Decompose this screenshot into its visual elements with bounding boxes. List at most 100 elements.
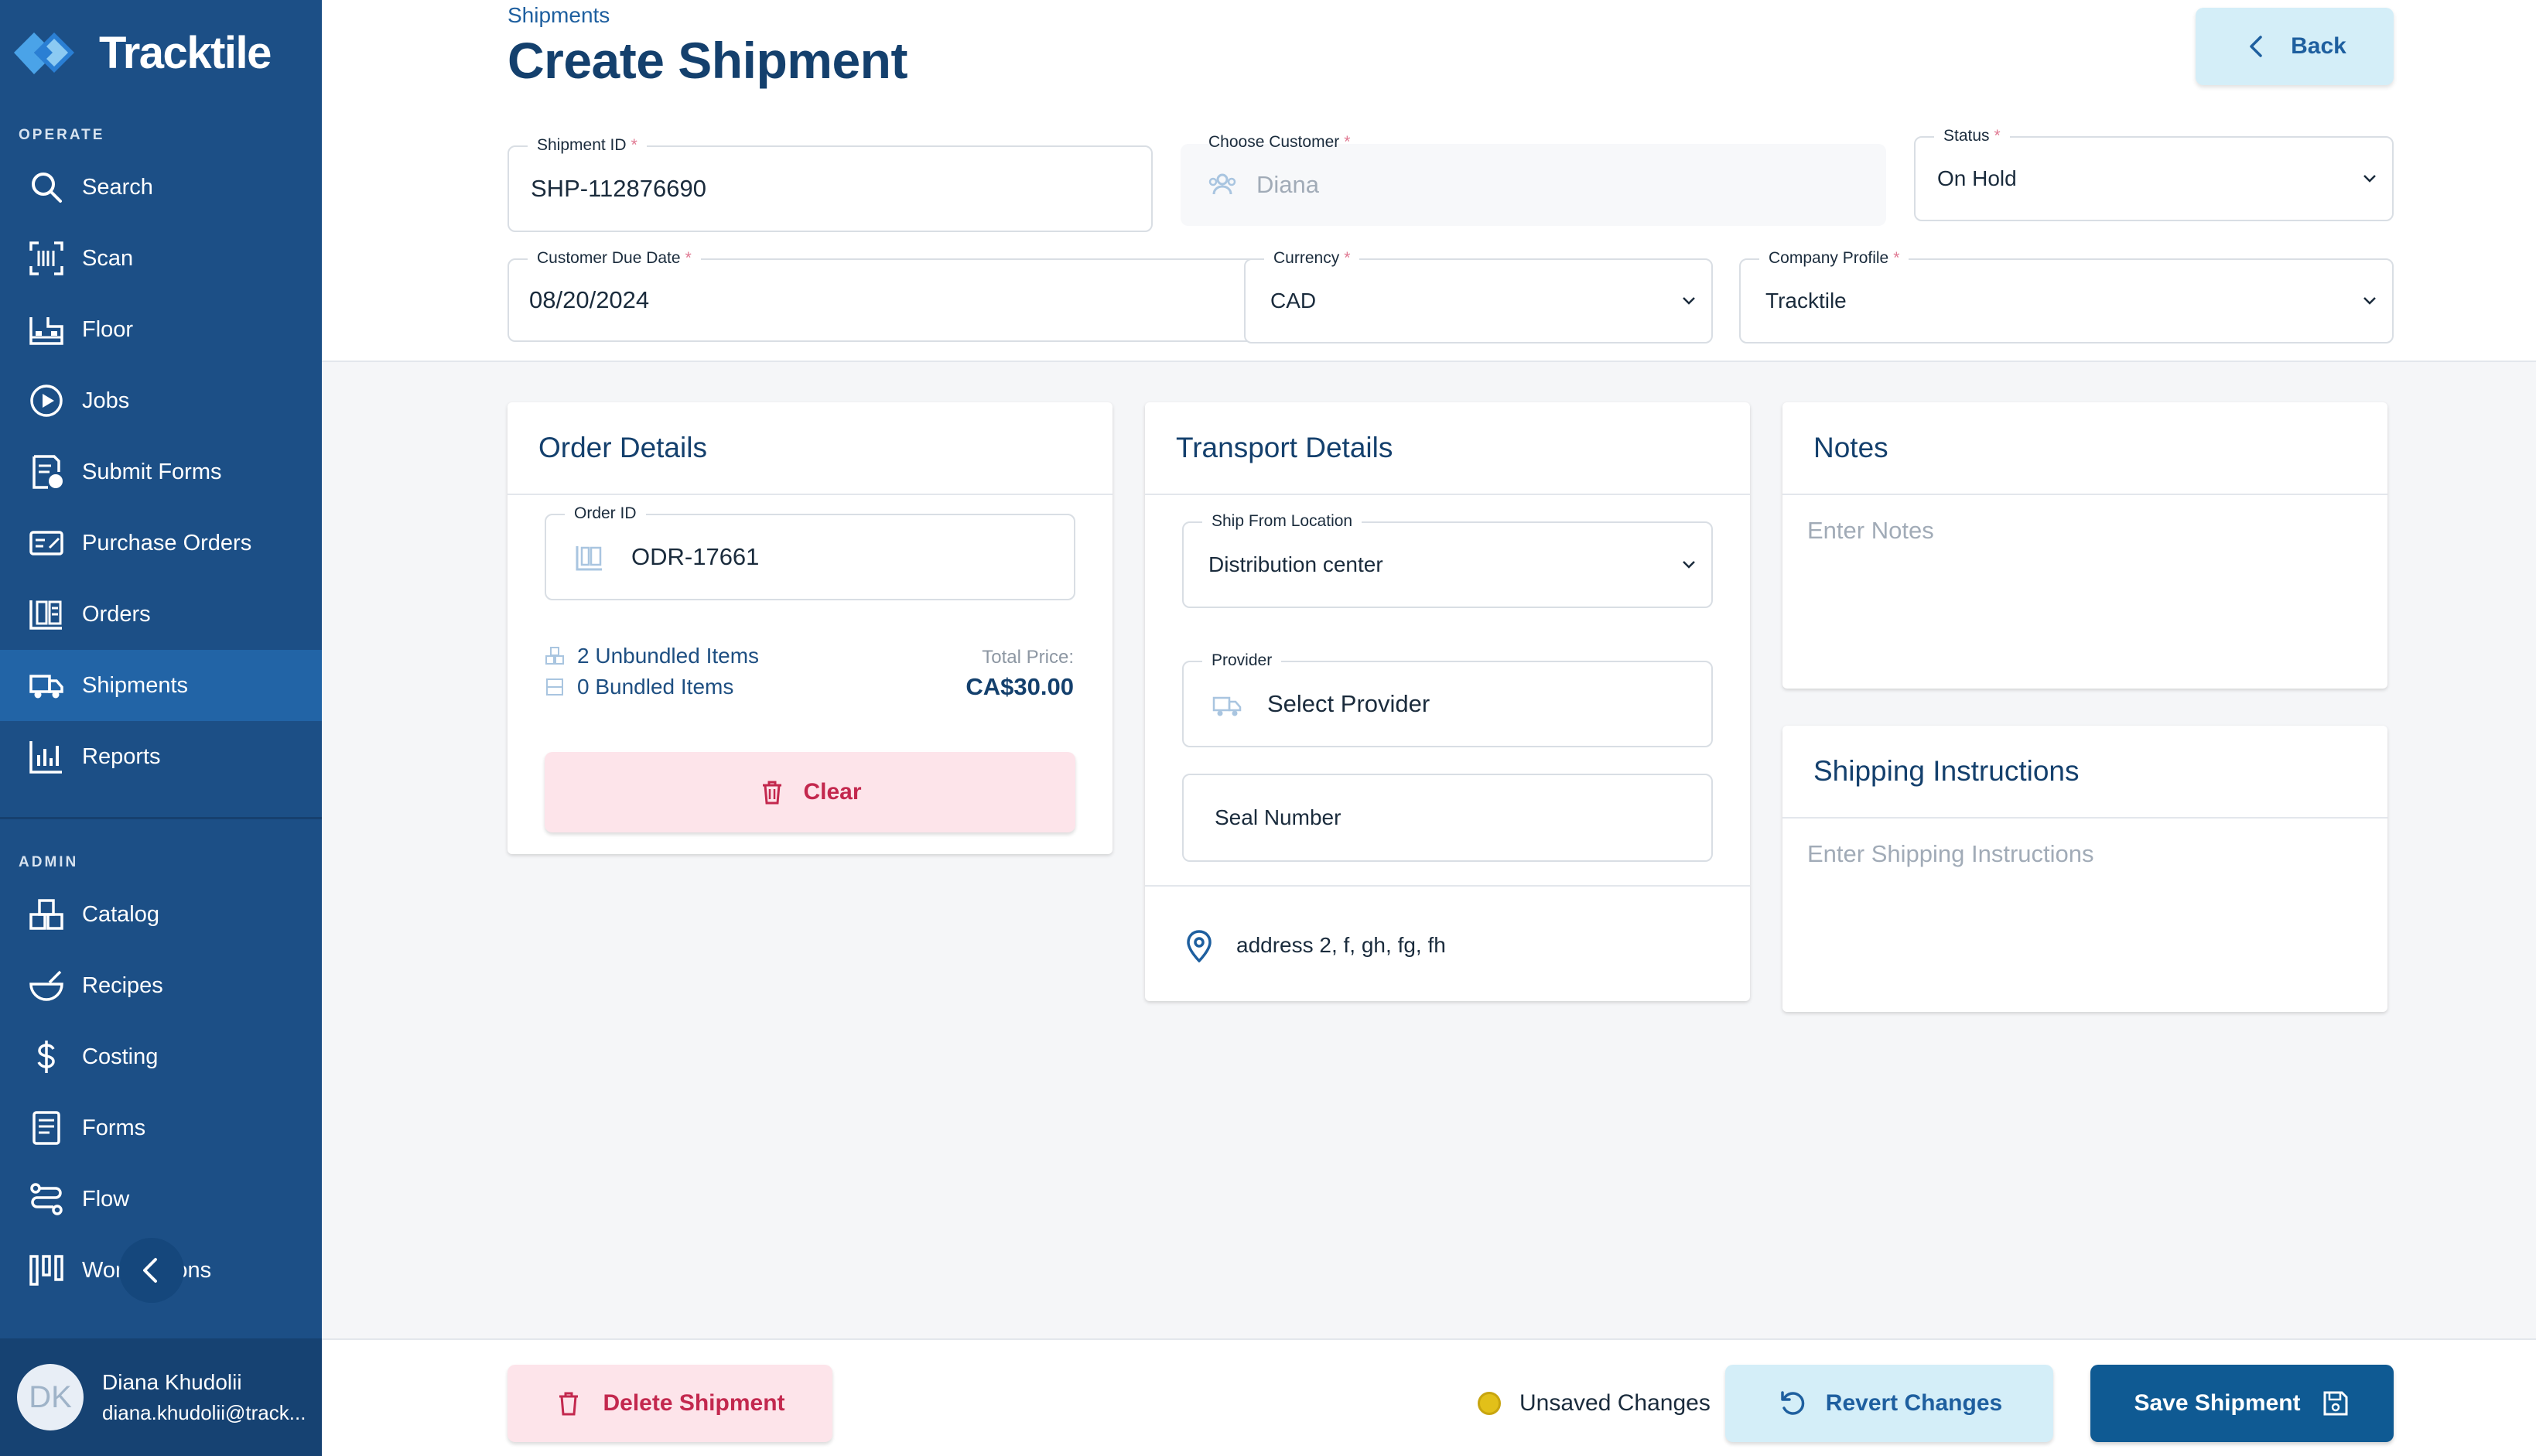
action-footer: Delete Shipment Unsaved Changes Revert C… xyxy=(322,1338,2536,1456)
submit-forms-icon xyxy=(32,455,63,489)
order-id-field[interactable]: Order ID ODR-17661 xyxy=(545,504,1075,600)
address-text: address 2, f, gh, fg, fh xyxy=(1236,933,1446,957)
sidebar-item-purchase-orders[interactable]: Purchase Orders xyxy=(0,508,322,579)
unbundled-items: 2 Unbundled Items xyxy=(545,641,759,672)
delete-shipment-button[interactable]: Delete Shipment xyxy=(508,1365,832,1442)
sidebar-item-orders[interactable]: Orders xyxy=(0,579,322,650)
save-shipment-button[interactable]: Save Shipment xyxy=(2090,1365,2394,1442)
delete-label: Delete Shipment xyxy=(603,1390,785,1416)
status-value: On Hold xyxy=(1937,166,2017,190)
sidebar-item-flow[interactable]: Flow xyxy=(0,1164,322,1235)
sidebar-item-label: Forms xyxy=(82,1115,146,1140)
sidebar-item-label: Search xyxy=(82,174,153,200)
notes-placeholder[interactable]: Enter Notes xyxy=(1807,517,1934,544)
customer-label-text: Choose Customer xyxy=(1208,133,1340,151)
status-select[interactable]: Status * On Hold xyxy=(1914,127,2394,221)
ship-from-location-select[interactable]: Ship From Location Distribution center xyxy=(1182,512,1713,608)
order-details-title: Order Details xyxy=(508,402,1112,495)
notes-card[interactable]: Notes Enter Notes xyxy=(1782,402,2387,689)
sidebar-item-label: Reports xyxy=(82,743,161,769)
total-price-value: CA$30.00 xyxy=(966,673,1074,700)
company-profile-select[interactable]: Company Profile * Tracktile xyxy=(1739,249,2394,343)
transport-details-title: Transport Details xyxy=(1145,402,1750,495)
clear-order-button[interactable]: Clear xyxy=(545,752,1075,832)
user-name: Diana Khudolii xyxy=(102,1369,242,1394)
collapse-sidebar-button[interactable] xyxy=(119,1238,184,1303)
sidebar-item-jobs[interactable]: Jobs xyxy=(0,365,322,436)
sidebar-item-forms[interactable]: Forms xyxy=(0,1092,322,1164)
chevron-down-icon xyxy=(1683,297,1695,305)
required-mark: * xyxy=(1344,249,1351,267)
required-mark: * xyxy=(631,136,637,154)
sidebar-item-submit-forms[interactable]: Submit Forms xyxy=(0,436,322,508)
sidebar-item-label: Jobs xyxy=(82,388,130,413)
transport-divider xyxy=(1145,885,1750,887)
people-icon xyxy=(1208,173,1236,195)
customer-label: Choose Customer * xyxy=(1208,133,1350,152)
shipping-instructions-card[interactable]: Shipping Instructions Enter Shipping Ins… xyxy=(1782,726,2387,1012)
customer-field[interactable]: Choose Customer * Diana xyxy=(1181,133,1886,226)
sidebar: Tracktile OPERATE Search Scan Floor Jobs… xyxy=(0,0,322,1456)
ship-from-label: Ship From Location xyxy=(1202,512,1362,531)
boxes-icon xyxy=(545,647,564,665)
bundled-items: 0 Bundled Items xyxy=(545,672,759,702)
ship-from-value: Distribution center xyxy=(1208,552,1383,576)
currency-value: CAD xyxy=(1270,289,1317,313)
orders-icon xyxy=(29,600,62,630)
chevron-left-icon xyxy=(143,1258,157,1283)
revert-label: Revert Changes xyxy=(1825,1390,2003,1416)
catalog-icon xyxy=(29,899,63,930)
notes-title: Notes xyxy=(1782,402,2387,495)
user-profile[interactable]: DK Diana Khudolii diana.khudolii@track..… xyxy=(0,1338,322,1456)
sidebar-item-label: Scan xyxy=(82,245,134,271)
sidebar-item-shipments[interactable]: Shipments xyxy=(0,650,322,721)
operate-section-label: OPERATE xyxy=(19,127,105,143)
sidebar-item-reports[interactable]: Reports xyxy=(0,721,322,792)
avatar: DK xyxy=(17,1364,84,1430)
total-price-label: Total Price: xyxy=(982,647,1074,668)
chevron-down-icon xyxy=(2363,297,2376,305)
undo-icon xyxy=(1781,1391,1805,1415)
shipment-header: Shipments Create Shipment Back Shipment … xyxy=(322,0,2536,362)
shipment-id-label: Shipment ID * xyxy=(528,136,647,155)
customer-value-wrap: Diana xyxy=(1207,144,1319,226)
shipment-id-label-text: Shipment ID xyxy=(537,136,627,154)
orders-icon xyxy=(576,546,602,571)
company-profile-label: Company Profile * xyxy=(1759,249,1909,268)
status-label-text: Status xyxy=(1943,127,1990,145)
due-date-field[interactable]: Customer Due Date * 08/20/2024 xyxy=(508,249,1340,342)
seal-number-placeholder: Seal Number xyxy=(1215,805,1341,829)
required-mark: * xyxy=(1994,127,2001,145)
trash-icon xyxy=(559,1392,579,1416)
revert-changes-button[interactable]: Revert Changes xyxy=(1725,1365,2053,1442)
sidebar-item-search[interactable]: Search xyxy=(0,152,322,223)
purchase-orders-icon xyxy=(29,531,63,555)
unsaved-dot xyxy=(1478,1392,1501,1415)
sidebar-item-label: Shipments xyxy=(82,672,189,698)
unsaved-label: Unsaved Changes xyxy=(1519,1390,1711,1416)
transport-details-card: Transport Details Ship From Location Dis… xyxy=(1145,402,1750,1001)
shipments-icon xyxy=(29,675,63,699)
breadcrumb[interactable]: Shipments xyxy=(508,3,610,27)
dollar-icon xyxy=(37,1041,55,1073)
sidebar-item-catalog[interactable]: Catalog xyxy=(0,879,322,950)
sidebar-item-costing[interactable]: Costing xyxy=(0,1021,322,1092)
provider-field[interactable]: Provider Select Provider xyxy=(1182,651,1713,747)
sidebar-item-label: Recipes xyxy=(82,972,163,998)
shipping-instructions-title: Shipping Instructions xyxy=(1782,726,2387,819)
shipment-id-field[interactable]: Shipment ID * SHP-112876690 xyxy=(508,136,1153,232)
sidebar-item-recipes[interactable]: Recipes xyxy=(0,950,322,1021)
seal-number-field[interactable]: Seal Number xyxy=(1182,774,1713,862)
app-logo[interactable]: Tracktile xyxy=(11,22,272,84)
sidebar-item-scan[interactable]: Scan xyxy=(0,223,322,294)
shipment-id-value: SHP-112876690 xyxy=(531,175,706,202)
bundle-icon xyxy=(546,678,563,696)
sidebar-item-floor[interactable]: Floor xyxy=(0,294,322,365)
due-date-label: Customer Due Date * xyxy=(528,249,701,268)
order-id-value: ODR-17661 xyxy=(631,543,760,570)
due-date-value: 08/20/2024 xyxy=(529,286,650,313)
page-title: Create Shipment xyxy=(508,32,907,89)
back-button[interactable]: Back xyxy=(2196,8,2394,85)
shipping-instructions-placeholder[interactable]: Enter Shipping Instructions xyxy=(1807,840,2094,867)
currency-select[interactable]: Currency * CAD xyxy=(1244,249,1713,343)
